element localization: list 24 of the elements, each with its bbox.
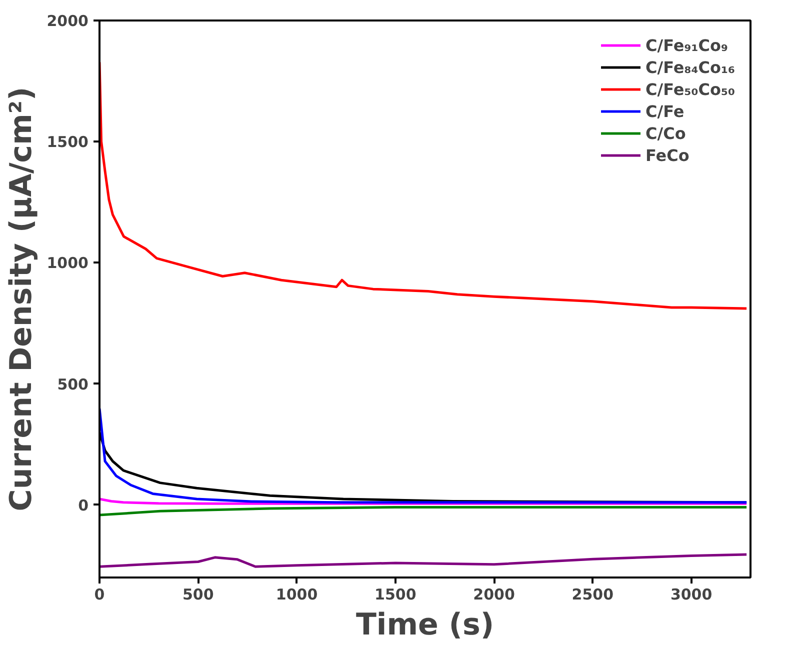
x-axis-title: Time (s) <box>356 608 494 642</box>
x-tick-label: 2000 <box>473 586 515 604</box>
x-tick-label: 500 <box>182 586 214 604</box>
y-tick-label: 1000 <box>46 254 88 272</box>
line-series <box>100 506 748 516</box>
line-series <box>100 407 748 504</box>
line-series <box>100 60 748 310</box>
x-tick-label: 3000 <box>670 586 712 604</box>
x-tick-label: 0 <box>94 586 105 604</box>
legend-label: C/Fe₉₁Co₉ <box>646 36 728 54</box>
y-tick-label: 1500 <box>46 133 88 152</box>
legend-label: FeCo <box>646 146 690 164</box>
x-tick-label: 1500 <box>374 586 416 604</box>
legend-label: C/Fe₈₄Co₁₆ <box>646 58 735 76</box>
y-tick-label: 0 <box>78 496 88 514</box>
legend-label: C/Fe₅₀Co₅₀ <box>646 80 735 98</box>
y-tick-label: 500 <box>57 375 88 394</box>
y-tick-label: 2000 <box>46 12 88 30</box>
x-tick-label: 1000 <box>276 586 318 604</box>
legend-label: C/Co <box>646 124 686 142</box>
legend-label: C/Fe <box>646 102 684 120</box>
line-series <box>100 553 748 568</box>
x-tick-label: 2500 <box>572 586 614 604</box>
y-axis-title: Current Density (μA/cm²) <box>4 86 39 512</box>
